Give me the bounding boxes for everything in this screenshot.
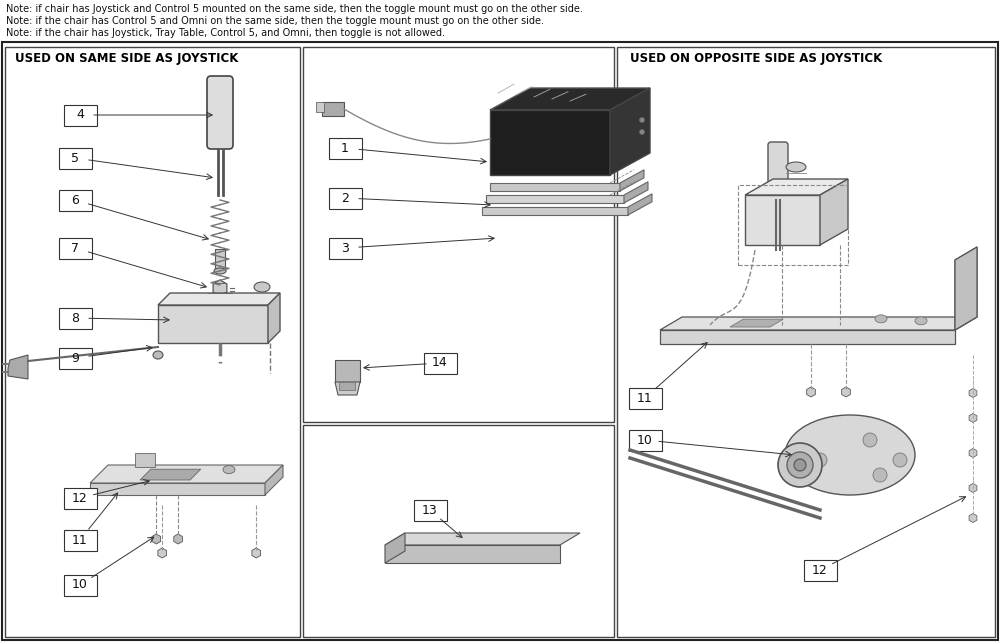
Bar (738, 185, 848, 265)
Polygon shape (268, 293, 280, 343)
FancyBboxPatch shape (328, 238, 362, 259)
FancyBboxPatch shape (58, 238, 92, 259)
Polygon shape (385, 545, 560, 563)
Bar (316, 102, 324, 112)
Text: USED ON OPPOSITE SIDE AS JOYSTICK: USED ON OPPOSITE SIDE AS JOYSTICK (630, 52, 882, 65)
Polygon shape (90, 465, 283, 483)
Polygon shape (335, 382, 360, 395)
Polygon shape (385, 533, 405, 563)
Ellipse shape (785, 415, 915, 495)
Bar (322, 102, 344, 116)
Polygon shape (628, 194, 652, 215)
FancyBboxPatch shape (424, 352, 456, 374)
Bar (5, 47, 300, 637)
Text: 4: 4 (76, 108, 84, 121)
Text: 10: 10 (637, 433, 653, 446)
Text: 6: 6 (71, 193, 79, 207)
Polygon shape (490, 88, 650, 110)
Polygon shape (335, 360, 360, 382)
FancyBboxPatch shape (64, 487, 96, 508)
Polygon shape (8, 355, 28, 379)
Polygon shape (140, 469, 201, 480)
Bar (303, 47, 614, 422)
FancyBboxPatch shape (804, 559, 836, 580)
Text: 14: 14 (432, 356, 448, 370)
Ellipse shape (915, 317, 927, 325)
FancyBboxPatch shape (207, 76, 233, 149)
FancyBboxPatch shape (64, 575, 96, 596)
Bar (135, 453, 155, 467)
FancyBboxPatch shape (629, 388, 662, 408)
FancyBboxPatch shape (328, 187, 362, 209)
Text: 5: 5 (71, 152, 79, 164)
Text: 9: 9 (71, 352, 79, 365)
Polygon shape (158, 293, 280, 305)
Ellipse shape (214, 268, 226, 274)
Polygon shape (486, 195, 624, 203)
Text: 11: 11 (72, 534, 88, 546)
Circle shape (640, 130, 644, 135)
Polygon shape (490, 110, 610, 175)
Polygon shape (745, 179, 848, 195)
Ellipse shape (254, 282, 270, 292)
Ellipse shape (786, 162, 806, 172)
FancyBboxPatch shape (58, 308, 92, 329)
Text: Note: if the chair has Control 5 and Omni on the same side, then the toggle moun: Note: if the chair has Control 5 and Omn… (6, 16, 544, 26)
Bar (215, 249, 225, 271)
FancyBboxPatch shape (414, 499, 446, 521)
Text: Note: if chair has Joystick and Control 5 mounted on the same side, then the tog: Note: if chair has Joystick and Control … (6, 4, 583, 14)
Text: 3: 3 (341, 241, 349, 254)
Text: 13: 13 (422, 503, 438, 517)
Polygon shape (490, 183, 620, 191)
Polygon shape (955, 247, 977, 330)
FancyBboxPatch shape (58, 347, 92, 369)
Circle shape (787, 452, 813, 478)
Text: 12: 12 (812, 564, 828, 577)
Ellipse shape (875, 315, 887, 323)
Circle shape (873, 468, 887, 482)
Text: USED ON SAME SIDE AS JOYSTICK: USED ON SAME SIDE AS JOYSTICK (15, 52, 238, 65)
Bar (617, 47, 995, 637)
Polygon shape (385, 533, 580, 545)
Polygon shape (620, 169, 644, 191)
Polygon shape (610, 88, 650, 175)
Circle shape (778, 443, 822, 487)
Bar (303, 425, 614, 637)
Bar (90, 483, 265, 495)
Ellipse shape (153, 351, 163, 359)
Polygon shape (660, 317, 977, 330)
Text: 10: 10 (72, 578, 88, 591)
Polygon shape (265, 465, 283, 495)
Circle shape (893, 453, 907, 467)
Ellipse shape (223, 465, 235, 474)
Polygon shape (482, 207, 628, 215)
Polygon shape (955, 247, 977, 330)
FancyBboxPatch shape (768, 142, 788, 206)
Polygon shape (660, 330, 955, 344)
Text: 1: 1 (341, 141, 349, 155)
Text: 2: 2 (341, 191, 349, 205)
Text: 12: 12 (72, 492, 88, 505)
Polygon shape (624, 182, 648, 203)
FancyBboxPatch shape (64, 530, 96, 550)
Text: Note: if the chair has Joystick, Tray Table, Control 5, and Omni, then toggle is: Note: if the chair has Joystick, Tray Ta… (6, 28, 445, 38)
FancyBboxPatch shape (58, 189, 92, 211)
Circle shape (813, 453, 827, 467)
Circle shape (863, 433, 877, 447)
Text: 8: 8 (71, 311, 79, 324)
Bar (158, 305, 268, 343)
FancyBboxPatch shape (64, 105, 96, 125)
Text: 7: 7 (71, 241, 79, 254)
FancyBboxPatch shape (629, 429, 662, 451)
Bar (745, 195, 820, 245)
FancyBboxPatch shape (328, 137, 362, 159)
FancyBboxPatch shape (58, 148, 92, 168)
Circle shape (794, 459, 806, 471)
Bar (339, 382, 355, 390)
Polygon shape (730, 319, 783, 327)
Polygon shape (820, 179, 848, 245)
Circle shape (640, 117, 644, 123)
Text: 11: 11 (637, 392, 653, 404)
